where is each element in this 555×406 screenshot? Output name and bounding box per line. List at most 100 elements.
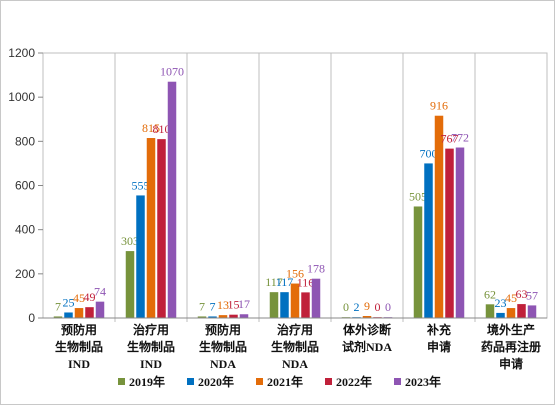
category-label: NDA xyxy=(282,357,308,371)
data-label: 57 xyxy=(526,288,538,302)
bar xyxy=(229,314,238,318)
category-label: 生物制品 xyxy=(199,339,247,354)
y-tick-label: 0 xyxy=(28,311,35,325)
bar xyxy=(157,139,166,318)
y-tick-label: 1000 xyxy=(8,90,35,104)
data-label: 772 xyxy=(451,131,469,145)
bar xyxy=(125,251,135,318)
category-label: IND xyxy=(140,357,162,371)
category-label: 生物制品 xyxy=(127,339,175,354)
y-tick-label: 800 xyxy=(15,134,35,148)
bar xyxy=(517,304,526,318)
data-label: 49 xyxy=(84,290,96,304)
category-label: NDA xyxy=(210,357,236,371)
data-label: 0 xyxy=(343,300,349,314)
bar xyxy=(455,147,465,318)
data-label: 156 xyxy=(286,267,304,281)
bar xyxy=(74,308,84,318)
data-label: 25 xyxy=(63,295,75,309)
data-label: 505 xyxy=(409,189,427,203)
y-tick-label: 600 xyxy=(15,179,35,193)
category-label: 申请 xyxy=(427,339,451,354)
category-label: 预防用 xyxy=(61,322,97,337)
category-label: 申请 xyxy=(499,356,523,371)
bar xyxy=(64,312,73,318)
legend-swatch xyxy=(325,378,332,385)
legend-swatch xyxy=(118,378,125,385)
bar xyxy=(485,304,495,318)
data-label: 0 xyxy=(375,300,381,314)
bar xyxy=(269,292,279,318)
data-label: 15 xyxy=(228,298,240,312)
bar xyxy=(239,314,249,318)
bar xyxy=(208,316,217,318)
bar xyxy=(506,308,516,318)
y-tick-label: 1200 xyxy=(8,46,35,60)
bar xyxy=(413,206,423,318)
data-label: 555 xyxy=(132,178,150,192)
bar xyxy=(434,115,444,318)
data-label: 17 xyxy=(238,297,250,311)
data-label: 45 xyxy=(505,291,517,305)
bar xyxy=(197,316,207,318)
data-label: 116 xyxy=(297,275,315,289)
data-label: 810 xyxy=(153,122,171,136)
legend-swatch xyxy=(394,378,401,385)
data-label: 178 xyxy=(307,262,325,276)
category-label: 治疗用 xyxy=(277,322,313,337)
category-label: 生物制品 xyxy=(271,339,319,354)
data-label: 7 xyxy=(210,299,216,313)
category-label: 生物制品 xyxy=(55,339,103,354)
data-label: 767 xyxy=(441,132,459,146)
data-label: 74 xyxy=(94,285,106,299)
data-label: 815 xyxy=(142,121,160,135)
data-label: 0 xyxy=(385,300,391,314)
data-label: 7 xyxy=(199,299,205,313)
data-label: 117 xyxy=(265,275,283,289)
bar xyxy=(95,301,105,318)
data-label: 1070 xyxy=(160,65,184,79)
bar xyxy=(218,315,228,318)
bar xyxy=(311,278,321,318)
data-label: 700 xyxy=(420,146,438,160)
legend-label: 2021年 xyxy=(267,374,303,389)
data-label: 45 xyxy=(73,291,85,305)
data-label: 117 xyxy=(276,275,294,289)
bar xyxy=(362,316,372,318)
data-label: 916 xyxy=(430,99,448,113)
bar xyxy=(136,195,145,318)
legend-label: 2019年 xyxy=(129,374,165,389)
bar xyxy=(167,81,177,318)
bar xyxy=(53,316,63,318)
data-label: 23 xyxy=(495,296,507,310)
data-label: 63 xyxy=(516,287,528,301)
category-label: 预防用 xyxy=(205,322,241,337)
bar xyxy=(445,148,454,318)
legend-swatch xyxy=(256,378,263,385)
bar xyxy=(301,292,310,318)
legend-label: 2020年 xyxy=(198,374,234,389)
bar xyxy=(280,292,289,318)
category-label: IND xyxy=(68,357,90,371)
category-label: 补充 xyxy=(426,322,451,337)
legend-swatch xyxy=(187,378,194,385)
legend-label: 2022年 xyxy=(336,374,372,389)
category-label: 境外生产 xyxy=(487,322,535,337)
category-label: 试剂NDA xyxy=(342,339,392,354)
data-label: 2 xyxy=(354,300,360,314)
category-label: 药品再注册 xyxy=(481,339,541,354)
category-label: 体外诊断 xyxy=(343,322,391,337)
y-tick-label: 400 xyxy=(15,223,35,237)
data-label: 62 xyxy=(484,287,496,301)
bar xyxy=(527,305,537,318)
bar xyxy=(146,138,156,318)
data-label: 9 xyxy=(364,299,370,313)
bar xyxy=(424,163,433,318)
data-label: 303 xyxy=(121,234,139,248)
category-label: 治疗用 xyxy=(133,322,169,337)
bar xyxy=(496,312,505,318)
legend-label: 2023年 xyxy=(405,374,441,389)
data-label: 13 xyxy=(217,298,229,312)
